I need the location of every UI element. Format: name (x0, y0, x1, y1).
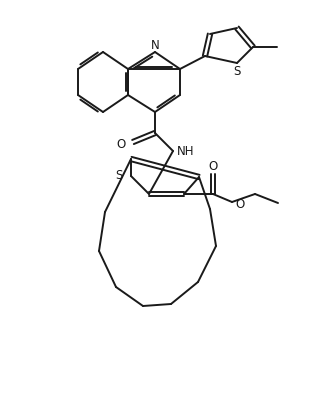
Text: S: S (233, 65, 241, 78)
Text: S: S (116, 169, 123, 182)
Text: O: O (208, 160, 218, 173)
Text: O: O (117, 138, 126, 151)
Text: O: O (235, 197, 244, 210)
Text: NH: NH (177, 145, 194, 158)
Text: N: N (151, 39, 159, 52)
